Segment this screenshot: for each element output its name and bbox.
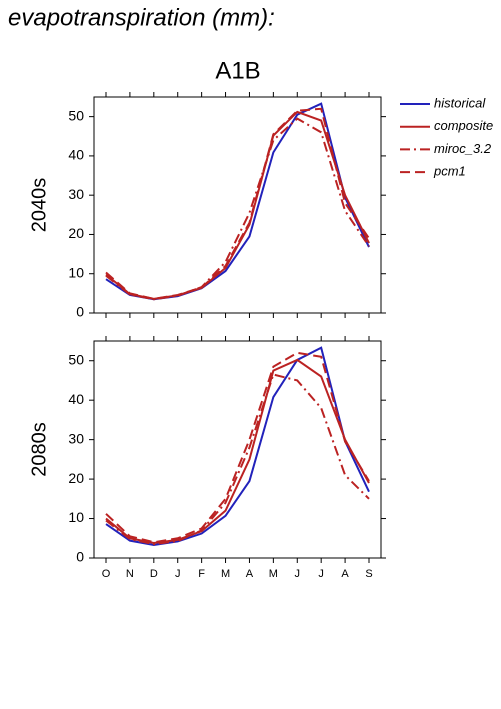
x-tick-label: A: [246, 568, 254, 580]
legend-label: historical: [434, 95, 486, 110]
plot-frame: [93, 96, 382, 314]
series-line: [105, 102, 370, 301]
y-tick-label: 40: [68, 147, 84, 163]
x-tick-label: O: [102, 568, 111, 580]
x-tick-label: J: [295, 568, 301, 580]
x-tick-label: S: [365, 568, 372, 580]
y-axis-label: 2040s: [28, 178, 50, 233]
y-tick-label: 10: [68, 509, 84, 525]
legend-label: pcm1: [433, 164, 466, 179]
x-tick-label: J: [318, 568, 324, 580]
page-title: evapotranspiration (mm):: [8, 4, 275, 31]
y-tick-label: 50: [68, 351, 84, 367]
plot-frame: [93, 340, 382, 559]
scenario-title: A1B: [215, 57, 260, 84]
x-tick-label: M: [221, 568, 230, 580]
series-line: [105, 117, 370, 301]
y-tick-label: 20: [68, 470, 84, 486]
series-line: [105, 351, 370, 544]
y-tick-label: 0: [76, 304, 84, 320]
x-tick-label: J: [175, 568, 181, 580]
x-tick-label: M: [269, 568, 278, 580]
series-line: [105, 107, 370, 300]
y-tick-label: 0: [76, 549, 84, 565]
legend-label: composite: [434, 118, 493, 133]
x-tick-label: N: [126, 568, 134, 580]
x-tick-label: A: [341, 568, 349, 580]
y-axis-label: 2080s: [28, 422, 50, 477]
y-tick-label: 30: [68, 430, 84, 446]
y-tick-label: 30: [68, 186, 84, 202]
series-line: [105, 346, 370, 546]
legend-label: miroc_3.2: [434, 141, 492, 156]
y-tick-label: 20: [68, 225, 84, 241]
y-tick-label: 40: [68, 391, 84, 407]
y-tick-label: 10: [68, 264, 84, 280]
y-tick-label: 50: [68, 107, 84, 123]
x-tick-label: D: [150, 568, 158, 580]
x-tick-label: F: [198, 568, 205, 580]
